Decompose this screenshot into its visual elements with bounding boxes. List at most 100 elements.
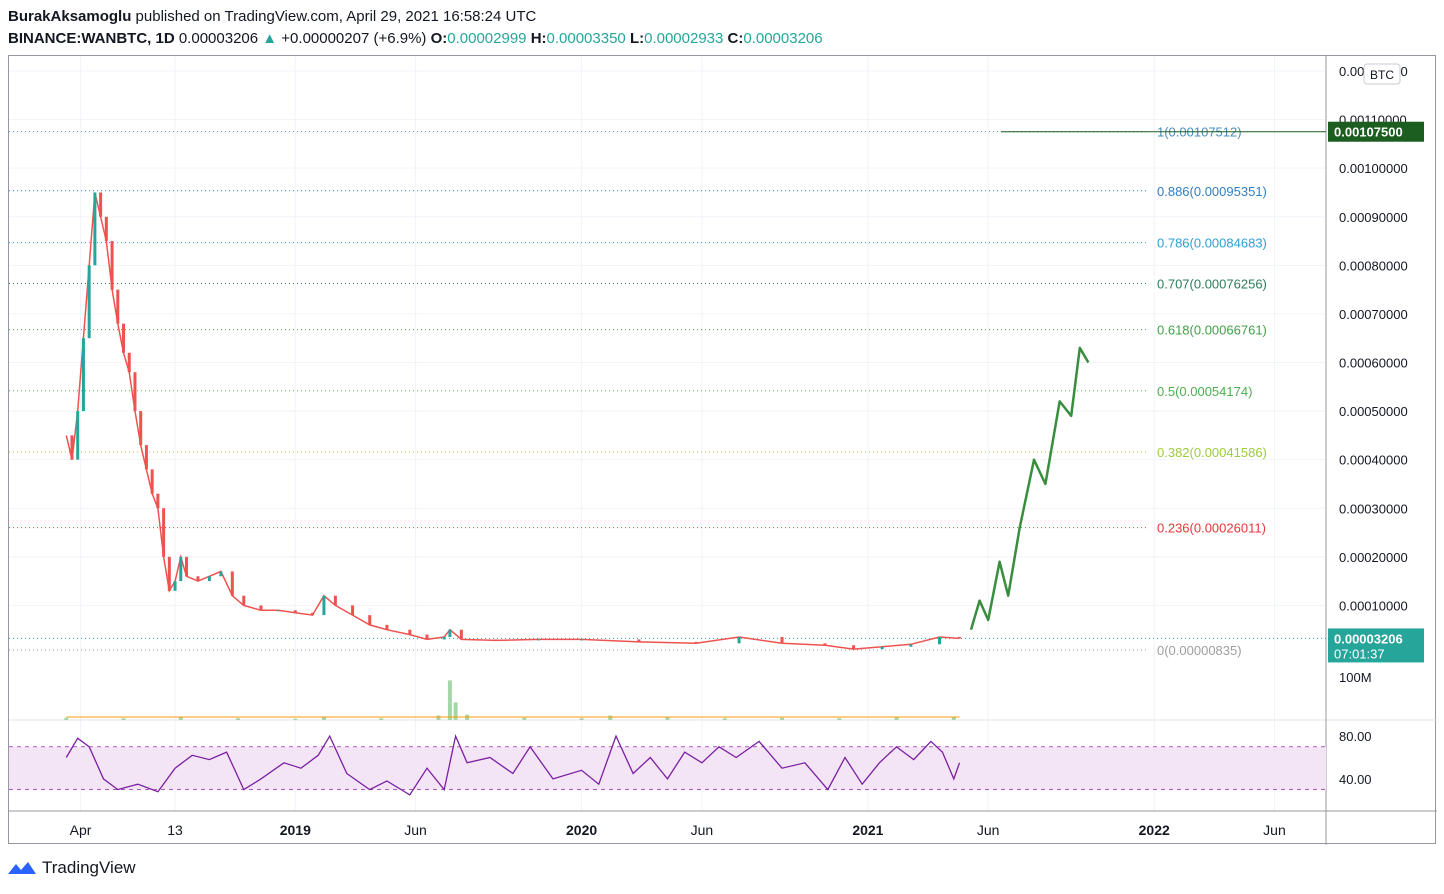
footer-brand: TradingView (42, 858, 136, 877)
volume-bar (665, 717, 670, 720)
fib-level-label: 0.5(0.00054174) (1157, 384, 1252, 399)
volume-bar (121, 718, 126, 720)
price-badge-label: 0.00107500 (1334, 125, 1403, 140)
close-value: 0.00003206 (743, 30, 823, 47)
symbol-line: BINANCE:WANBTC, 1D 0.00003206 ▲ +0.00000… (8, 28, 823, 50)
price-candle (230, 571, 234, 596)
price-tick-label: 0.00070000 (1339, 307, 1408, 322)
currency-badge (1363, 63, 1401, 85)
open-value: 0.00002999 (447, 30, 527, 47)
price-candle (196, 576, 200, 582)
high-value: 0.00003350 (546, 30, 626, 47)
projection-path (969, 346, 1090, 631)
price-series-line (65, 192, 960, 650)
price-candle (276, 610, 280, 612)
time-tick-label: Apr (70, 822, 92, 838)
time-tick-label: 2020 (566, 822, 597, 838)
low-label: L: (629, 30, 645, 47)
price-candle (293, 610, 297, 613)
price-candle (144, 445, 148, 470)
tradingview-footer[interactable]: TradingView (8, 858, 136, 878)
currency-label: BTC (1370, 68, 1394, 82)
price-candle (81, 338, 85, 412)
price-candle (104, 216, 108, 242)
price-candle (139, 411, 143, 446)
price-candle (909, 644, 913, 647)
volume-bar (837, 718, 842, 720)
author-name[interactable]: BurakAksamoglu (8, 8, 132, 25)
time-tick-label: Jun (1263, 822, 1286, 838)
fib-level-label: 0.236(0.00026011) (1157, 521, 1266, 536)
publish-info: published on TradingView.com, April 29, … (135, 8, 537, 25)
price-candle (958, 636, 962, 639)
volume-bar (722, 718, 727, 720)
fib-level-label: 0(0.00000835) (1157, 643, 1242, 658)
volume-bar (951, 716, 956, 720)
price-badge (1328, 121, 1424, 142)
price-candle (368, 615, 372, 625)
chart-frame[interactable]: 1(0.00107512) 0.886(0.00095351) 0.786(0.00… (8, 55, 1437, 845)
up-arrow-icon: ▲ (262, 30, 278, 47)
price-tick-label: 0.00080000 (1339, 258, 1408, 273)
price-tick-label: 0.00090000 (1339, 210, 1408, 225)
high-label: H: (530, 30, 547, 47)
price-candle (116, 289, 120, 324)
volume-bar (780, 717, 785, 720)
volume-bar (321, 716, 326, 720)
price-candle (408, 629, 412, 635)
price-candle (122, 323, 126, 353)
price-candle (173, 581, 177, 591)
price-candle (310, 612, 314, 616)
price-candle (322, 595, 326, 616)
price-candle (127, 352, 131, 373)
time-tick-label: 2022 (1139, 822, 1170, 838)
price-candle (448, 629, 452, 637)
price-candle (133, 372, 137, 412)
price-candle (179, 556, 183, 582)
price-candle (162, 508, 166, 557)
fib-level-label: 0.886(0.00095351) (1157, 184, 1267, 199)
time-tick-label: 13 (167, 822, 183, 838)
price-candle (351, 605, 355, 616)
price-candle (156, 493, 160, 509)
price-candle (494, 639, 498, 641)
price-candle (76, 411, 80, 460)
time-tick-label: 2019 (280, 822, 311, 838)
price-tick-label: 0.00010000 (1339, 598, 1408, 613)
volume-bar (447, 680, 452, 720)
price-candle (694, 641, 698, 644)
volume-bar (64, 717, 69, 720)
price-candle (87, 265, 91, 339)
volume-tick-label: 100M (1339, 670, 1372, 685)
rsi-tick-label: 80.00 (1339, 729, 1372, 744)
price-badge-label: 0.00003206 (1334, 631, 1403, 646)
fib-level-label: 0.618(0.00066761) (1157, 323, 1267, 338)
volume-bar (236, 718, 241, 720)
price-badge (1328, 628, 1424, 663)
symbol-name[interactable]: BINANCE:WANBTC, 1D (8, 30, 175, 47)
rsi-tick-label: 40.00 (1339, 772, 1372, 787)
price-candle (442, 636, 446, 640)
chart-canvas[interactable]: 1(0.00107512)0.886(0.00095351)0.786(0.00… (9, 56, 1437, 845)
price-candle (150, 469, 154, 494)
publish-line: BurakAksamoglu published on TradingView.… (8, 6, 823, 28)
price-tick-label: 0.00100000 (1339, 161, 1408, 176)
price-candle (580, 639, 584, 641)
price-candle (637, 639, 641, 642)
time-tick-label: Jun (977, 822, 1000, 838)
price-tick-label: 0.00030000 (1339, 501, 1408, 516)
volume-bar (522, 717, 527, 720)
price-candle (852, 645, 856, 650)
close-label: C: (727, 30, 744, 47)
price-tick-label: 0.00040000 (1339, 453, 1408, 468)
volume-bar (178, 717, 183, 720)
price-candle (823, 643, 827, 646)
price-tick-label: 0.00050000 (1339, 404, 1408, 419)
price-candle (242, 595, 246, 606)
time-tick-label: 2021 (852, 822, 883, 838)
fib-level-label: 0.707(0.00076256) (1157, 277, 1267, 292)
price-candle (425, 634, 429, 640)
rsi-band (9, 746, 1326, 790)
open-label: O: (430, 30, 448, 47)
low-value: 0.00002933 (644, 30, 724, 47)
